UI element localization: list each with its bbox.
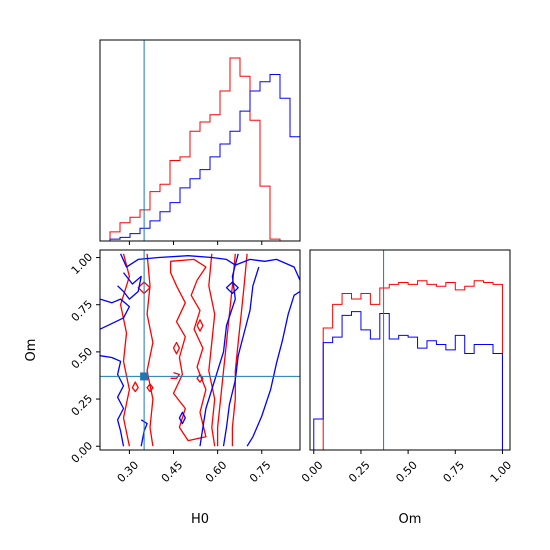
axes-frame (99, 249, 301, 451)
h0-marginal-panel (99, 39, 301, 245)
histogram-red-series (100, 57, 300, 241)
om-marginal-panel: 0.00 0.25 0.50 0.75 1.00 Om (299, 249, 515, 527)
contour-blue (246, 290, 300, 447)
x-tick-label: 0.30 (115, 459, 142, 486)
contour-red (169, 258, 207, 442)
y-tick-label: 1.00 (69, 251, 96, 278)
contour-red (146, 383, 154, 393)
contour-blue (117, 272, 142, 300)
contour-red (119, 253, 131, 447)
contour-red (208, 253, 216, 447)
x-tick-label: 0.00 (299, 459, 326, 486)
x-axis-label: H0 (191, 512, 209, 527)
contour-red (216, 253, 236, 447)
h0-om-joint-panel: 0.30 0.45 0.60 0.75 H0 0.00 0.25 0.50 0.75 1.00 Om (24, 249, 301, 527)
x-tick-label: 0.60 (203, 459, 230, 486)
y-axis-label: Om (24, 339, 39, 362)
contour-red (170, 371, 181, 379)
contour-area (100, 253, 300, 447)
histogram-area (313, 280, 503, 450)
contour-blue (120, 253, 300, 281)
contour-red (146, 253, 154, 447)
axes-frame (99, 39, 301, 242)
contour-red (196, 319, 204, 332)
contour-red (137, 281, 151, 295)
contour-red (196, 373, 204, 383)
contour-blue (199, 253, 239, 447)
y-tick-label: 0.50 (69, 345, 96, 372)
contour-red (172, 341, 181, 355)
x-axis-label: Om (399, 512, 422, 527)
contour-red (231, 253, 248, 447)
contour-blue (178, 411, 186, 425)
x-tick-label: 0.75 (247, 459, 274, 486)
y-tick-label: 0.00 (69, 439, 96, 466)
x-tick-label: 0.50 (393, 459, 420, 486)
x-tick-label: 1.00 (488, 459, 515, 486)
x-tick-label: 0.25 (346, 459, 373, 486)
y-tick-label: 0.25 (69, 392, 96, 419)
histogram-red-series (313, 280, 503, 450)
histogram-blue-series (100, 73, 300, 241)
y-tick-label: 0.75 (69, 298, 96, 325)
contour-blue (222, 266, 260, 447)
contour-blue (100, 355, 125, 447)
contour-blue (100, 298, 131, 330)
contour-blue (225, 281, 239, 295)
x-tick-label: 0.45 (159, 459, 186, 486)
contour-red (131, 381, 139, 393)
x-tick-label: 0.75 (441, 459, 468, 486)
axes-frame (309, 249, 511, 451)
truth-marker (140, 372, 149, 381)
histogram-blue-series (313, 311, 503, 450)
histogram-area (100, 57, 300, 241)
